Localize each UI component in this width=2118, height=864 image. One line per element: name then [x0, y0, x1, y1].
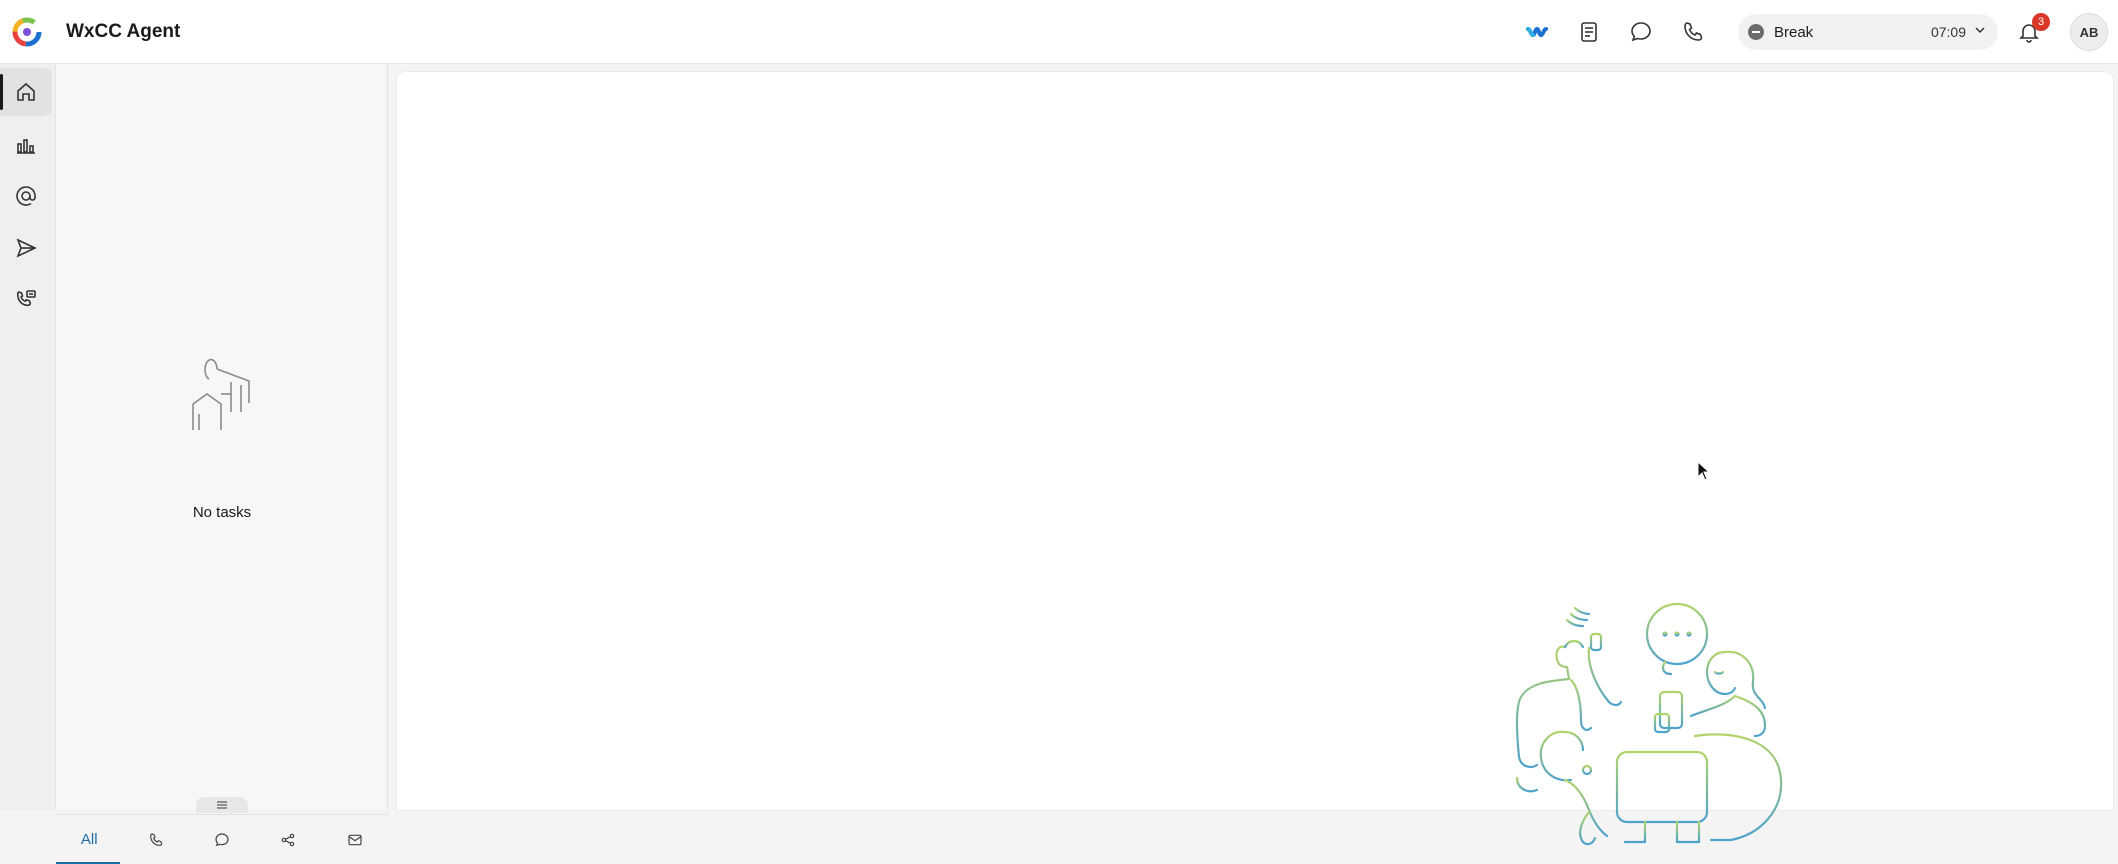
nav-analytics[interactable] — [0, 120, 52, 168]
outdial-icon — [16, 290, 36, 307]
notes-button[interactable] — [1574, 17, 1604, 47]
tab-social[interactable] — [255, 815, 321, 864]
nav-outdial[interactable] — [0, 276, 52, 324]
agent-state-selector[interactable]: Break 07:09 — [1738, 14, 1998, 50]
empty-mailbox-illustration — [192, 358, 250, 430]
brand: WxCC Agent — [10, 15, 180, 49]
dialpad-button[interactable] — [1678, 17, 1708, 47]
home-icon — [17, 82, 35, 101]
webex-app-button[interactable] — [1522, 17, 1552, 47]
break-status-icon — [1748, 24, 1764, 40]
chat-button[interactable] — [1626, 17, 1656, 47]
tab-all-label: All — [80, 831, 98, 848]
left-nav — [0, 64, 56, 810]
panel-resize-handle[interactable] — [196, 797, 248, 813]
phone-icon — [149, 832, 162, 846]
top-header: WxCC Agent Break 0 — [0, 0, 2118, 64]
tab-calls[interactable] — [122, 815, 188, 864]
header-actions: Break 07:09 3 AB — [1522, 0, 2118, 64]
nav-home[interactable] — [0, 68, 52, 116]
phone-icon — [1684, 22, 1703, 41]
agent-state-label: Break — [1774, 23, 1814, 41]
tab-chats[interactable] — [189, 815, 255, 864]
chat-icon — [1631, 22, 1651, 42]
no-tasks-label: No tasks — [192, 504, 252, 521]
bell-icon — [2019, 24, 2039, 43]
agents-collaborating-illustration — [1515, 602, 1783, 846]
chevron-down-icon — [1974, 23, 1986, 41]
mention-icon — [16, 186, 36, 206]
social-icon — [282, 833, 295, 846]
agent-state-timer: 07:09 — [1930, 24, 1966, 40]
nav-send[interactable] — [0, 224, 52, 272]
mouse-cursor-icon — [1697, 461, 1711, 481]
send-icon — [16, 238, 37, 258]
task-filter-tabs: All — [56, 814, 388, 864]
drag-lines-icon — [217, 801, 227, 809]
app-title: WxCC Agent — [66, 20, 181, 42]
nav-mentions[interactable] — [0, 172, 52, 220]
email-icon — [348, 834, 362, 845]
task-list-panel: No tasks All — [56, 64, 388, 864]
notifications-button[interactable]: 3 — [2014, 13, 2050, 47]
notification-count-badge: 3 — [2032, 13, 2050, 31]
tab-email[interactable] — [322, 815, 388, 864]
analytics-icon — [17, 139, 35, 154]
user-avatar[interactable]: AB — [2070, 13, 2108, 51]
notes-icon — [1581, 22, 1597, 42]
webex-cc-logo — [12, 17, 42, 46]
chat-icon — [215, 832, 229, 846]
webex-icon — [1526, 26, 1548, 38]
main-content-area — [397, 72, 2113, 846]
tab-all[interactable]: All — [56, 815, 122, 864]
